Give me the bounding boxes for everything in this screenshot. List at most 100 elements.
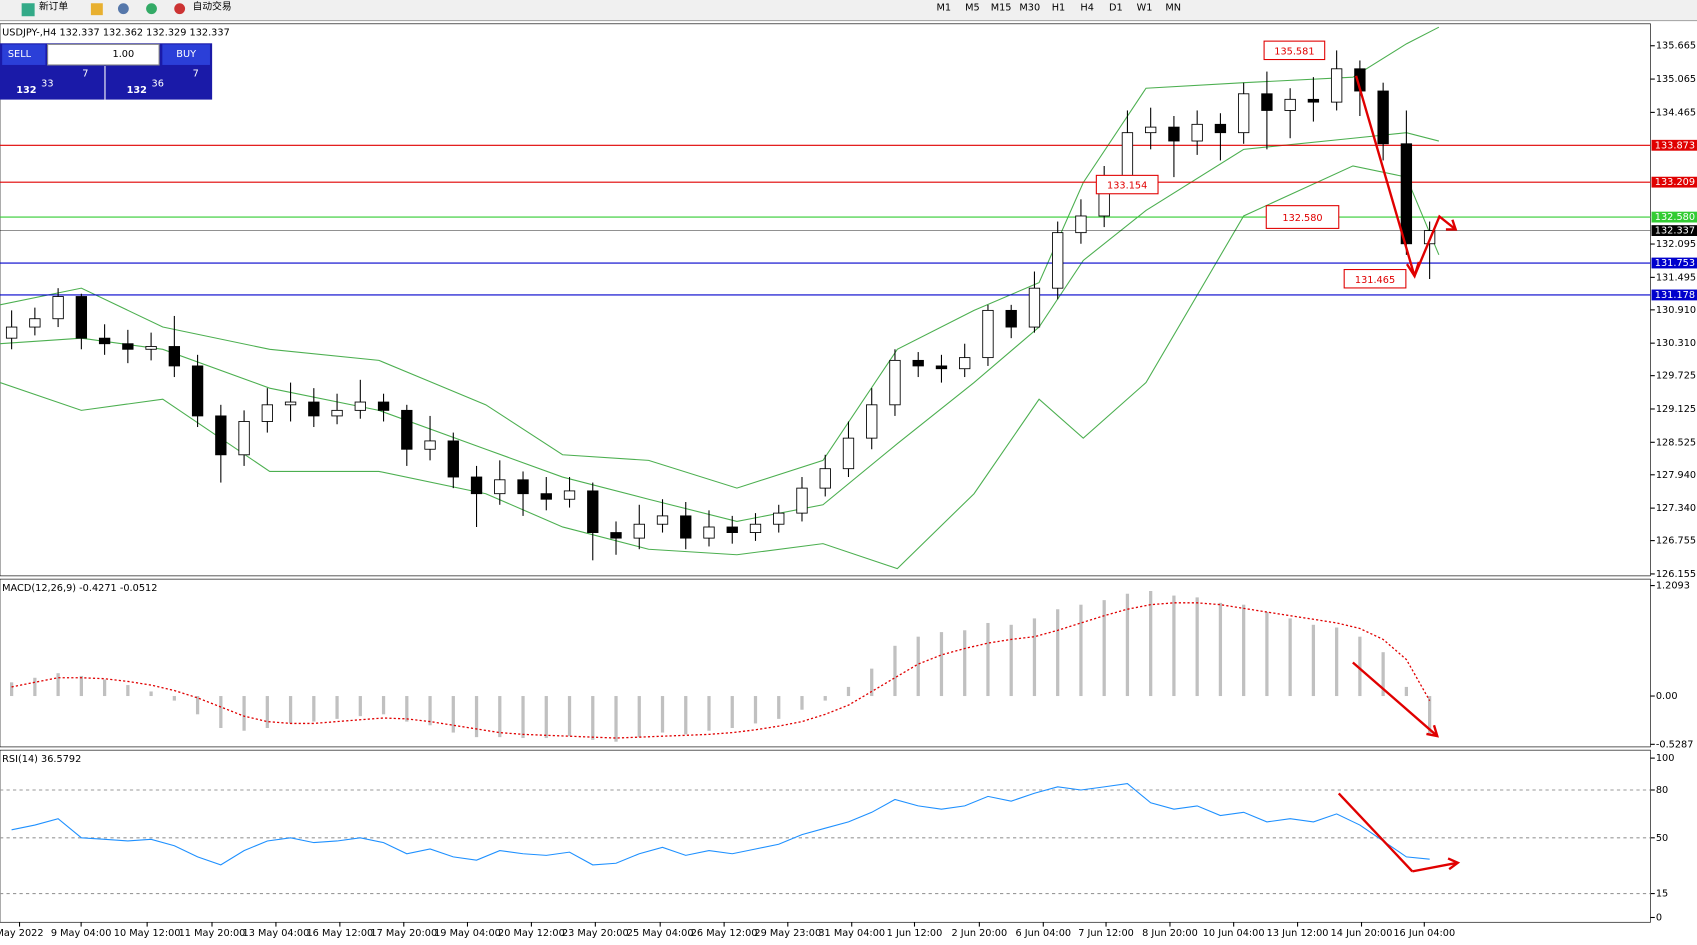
price-level-label: 133.873 [1655,140,1695,151]
buy-point[interactable]: 7 [193,69,199,80]
candle-body [633,523,645,539]
arrow [1354,75,1416,277]
macd-bar [1242,604,1246,697]
buy-button[interactable] [162,44,210,65]
macd-bar [1009,624,1013,697]
candle-body [1005,309,1017,328]
macd-bar [288,696,293,724]
macd-bar [79,675,83,697]
macd-bar [567,696,572,737]
sell-big[interactable]: 132 [16,85,36,96]
y-tick-label: 127.940 [1656,470,1696,481]
buy-pips[interactable]: 36 [152,78,164,89]
candle-body [331,409,343,417]
candle-body [1284,98,1296,111]
arrow [1337,792,1414,873]
auto-trade[interactable]: 自动交易 [193,0,232,12]
macd-bar [9,682,14,697]
sell-label[interactable]: SELL [8,49,32,60]
timeframe-button[interactable]: M5 [965,3,980,14]
x-tick-label: 26 May 12:00 [691,928,758,939]
macd-bar [846,686,851,697]
y-tick-label: 0 [1656,912,1662,923]
macd-bar [1172,595,1176,697]
candle-body [1214,123,1227,134]
x-tick-label: 16 May 12:00 [306,928,373,939]
candle-body [284,401,297,406]
macd-bar [1311,624,1316,697]
buy-label[interactable]: BUY [176,49,196,60]
candle-body [1168,126,1180,142]
y-tick-label: 80 [1656,785,1668,796]
timeframe-button[interactable]: W1 [1137,3,1153,14]
macd-bar [753,696,758,724]
candle-body [401,409,413,450]
macd-bar [637,696,641,738]
macd-bar [660,696,665,733]
macd-bar [498,696,502,738]
candle-body [52,296,64,320]
macd-chart: MACD(12,26,9) -0.4271 -0.0512 1.2093 0.00 -… [2,581,1693,751]
timeframe-button[interactable]: M1 [936,3,951,14]
macd-bar [1335,627,1339,697]
timeframe-button[interactable]: H4 [1080,3,1094,14]
y-tick-label: 131.495 [1656,272,1696,283]
timeframe-button[interactable]: D1 [1109,3,1123,14]
price-chart: USDJPY-,H4 132.337 132.362 132.329 132.3… [0,26,1697,939]
candle-body [819,468,831,489]
macd-bar [730,696,734,729]
macd-pane [0,578,1651,748]
sell-pips[interactable]: 33 [41,78,53,89]
lots-value[interactable]: 1.00 [113,49,135,60]
lots-input[interactable] [47,43,160,66]
x-tick-label: 31 May 04:00 [818,928,885,939]
macd-bar [219,696,223,729]
macd-bar [916,636,920,697]
candle-body [354,401,366,411]
y-tick-label: 128.525 [1656,437,1696,448]
y-tick-label: 130.310 [1656,338,1696,349]
arrow-head [1445,219,1458,231]
rsi-chart: RSI(14) 36.5792 100 80 50 15 0 [0,753,1674,923]
macd-bar [405,696,409,722]
timeframe-button[interactable]: M15 [991,3,1012,14]
sell-button[interactable] [2,44,46,65]
timeframe-button[interactable]: H1 [1052,3,1066,14]
macd-bar [939,632,944,697]
macd-bar [149,691,153,697]
candle-body [959,357,971,370]
macd-bar [1428,696,1432,736]
macd-bar [126,685,130,697]
x-tick-label: 16 Jun 04:00 [1393,928,1455,939]
macd-bar [777,696,781,719]
timeframes: M1 M5 M15 M30 H1 H4 D1 W1 MN [936,3,1181,14]
tool-icon[interactable] [90,3,103,16]
sell-point[interactable]: 7 [82,69,88,80]
annotation: 132.580 [1282,213,1322,224]
macd-bar [870,668,874,697]
x-tick-label: 13 Jun 12:00 [1267,928,1329,939]
macd-bar [358,696,362,717]
price-pane [0,23,1651,577]
annotation: 133.154 [1107,181,1147,192]
y-tick-label: 0.00 [1656,691,1678,702]
arrow [1413,214,1457,277]
macd-bar [195,696,200,715]
macd-bar [451,696,455,733]
candle-body [447,440,459,478]
timeframe-button[interactable]: MN [1165,3,1181,14]
buy-big[interactable]: 132 [127,85,147,96]
annotation-box [1263,40,1326,61]
new-order[interactable]: 新订单 [39,0,68,12]
timeframe-button[interactable]: M30 [1019,3,1040,14]
price-level-label: 132.580 [1655,212,1695,223]
candle-body [796,487,808,514]
tool-icon[interactable] [146,3,157,15]
new-order-icon[interactable] [21,3,35,17]
tool-icon[interactable] [117,3,129,15]
x-tick-label: 9 May 04:00 [51,928,112,939]
auto-trade-icon[interactable] [174,3,186,15]
candle-body [703,526,715,539]
macd-bar [1056,609,1060,697]
